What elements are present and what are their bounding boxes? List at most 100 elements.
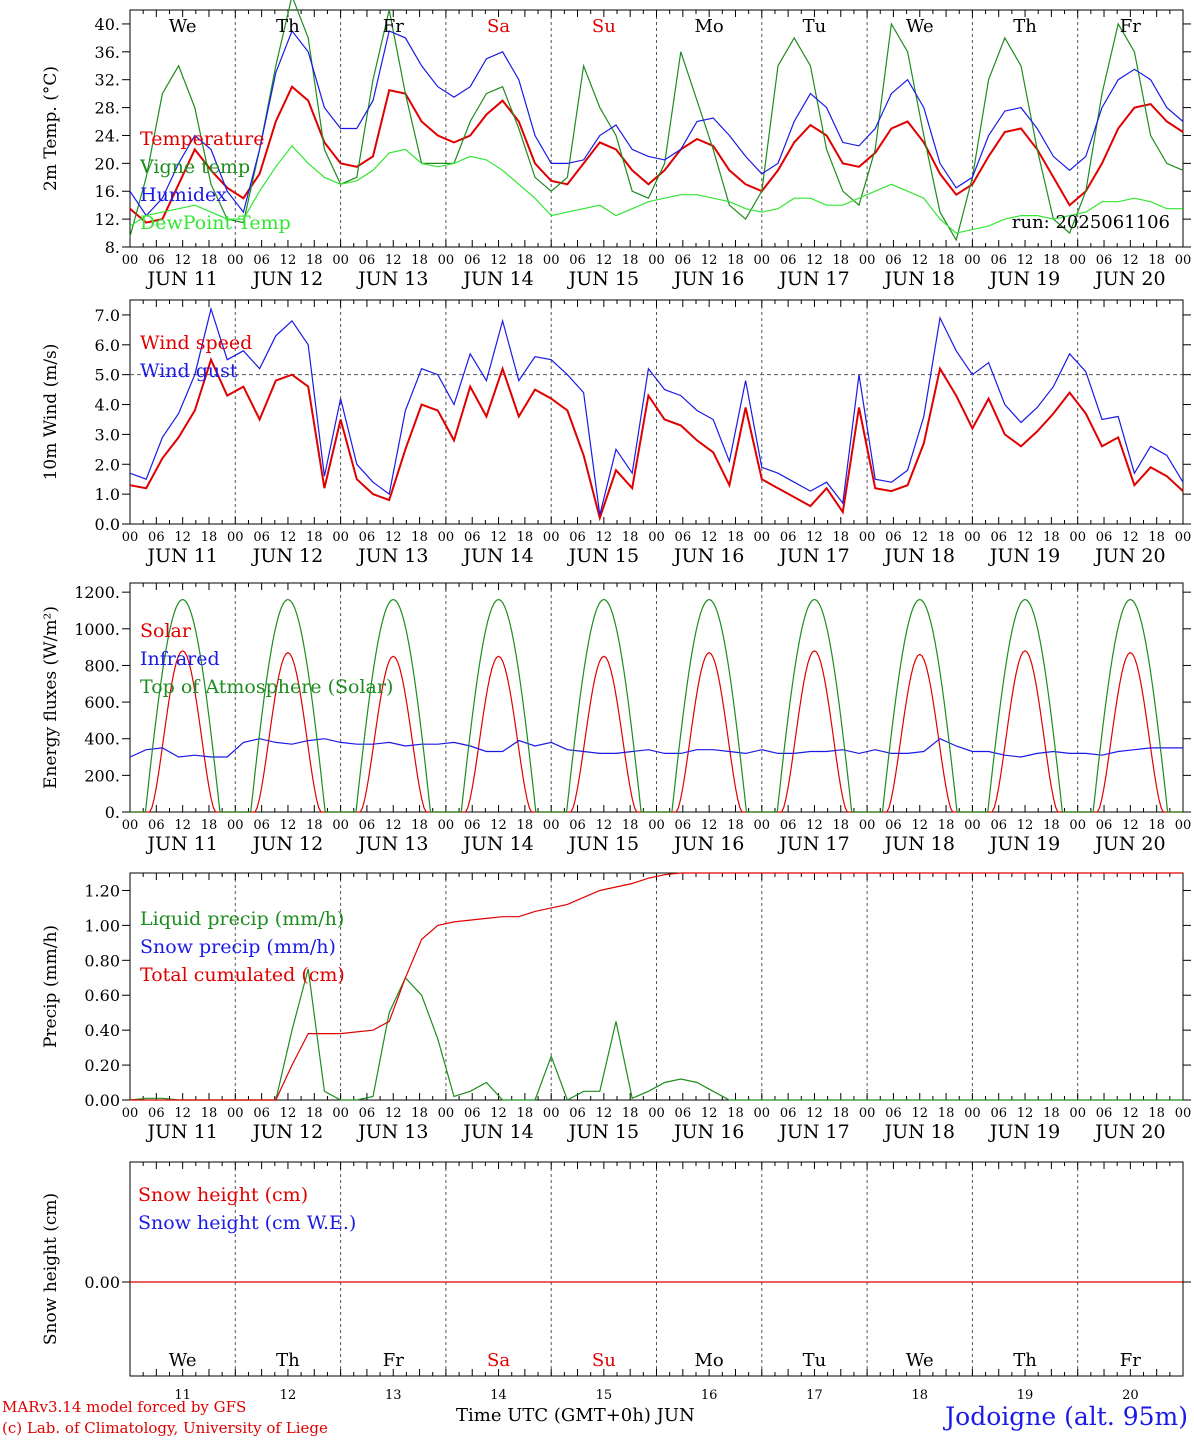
- day-name: Fr: [383, 1350, 404, 1371]
- series-line-total-cumulated-cm-: [130, 872, 1183, 1101]
- date-label: JUN 20: [1093, 833, 1165, 855]
- credit-model: MARv3.14 model forced by GFS: [2, 1398, 247, 1416]
- day-name: Sa: [487, 16, 510, 37]
- hour-label: 18: [1148, 253, 1165, 268]
- hour-label: 12: [174, 530, 191, 545]
- y-axis-label: Energy fluxes (W/m²): [41, 606, 61, 789]
- day-number: 16: [701, 1388, 718, 1403]
- hour-label: 06: [148, 1106, 165, 1121]
- hour-label: 18: [833, 1106, 850, 1121]
- day-name: Sa: [487, 1350, 510, 1371]
- hour-label: 18: [411, 818, 428, 833]
- hour-label: 18: [411, 253, 428, 268]
- hour-label: 06: [464, 1106, 481, 1121]
- hour-label: 06: [990, 530, 1007, 545]
- hour-label: 06: [780, 253, 797, 268]
- date-label: JUN 11: [145, 833, 217, 855]
- hour-label: 00: [1175, 253, 1192, 268]
- hour-label: 06: [148, 530, 165, 545]
- hour-label: 00: [438, 253, 455, 268]
- series-line-dewpoint-temp: [129, 144, 1183, 234]
- hour-label: 12: [174, 818, 191, 833]
- hour-label: 00: [332, 253, 349, 268]
- y-tick-label: 200.: [84, 766, 120, 785]
- hour-label: 12: [1017, 818, 1034, 833]
- hour-label: 00: [1175, 1106, 1192, 1121]
- series-line-vigne-temp: [129, 0, 1184, 242]
- hour-label: 18: [727, 1106, 744, 1121]
- y-tick-label: 12.: [95, 210, 120, 229]
- hour-label: 00: [964, 818, 981, 833]
- x-axis-month: JUN: [656, 1405, 695, 1426]
- credit-lab: (c) Lab. of Climatology, University of L…: [2, 1419, 328, 1437]
- hour-label: 06: [569, 530, 586, 545]
- hour-label: 00: [122, 818, 139, 833]
- y-tick-label: 8.: [105, 238, 120, 257]
- hour-label: 00: [754, 1106, 771, 1121]
- date-label: JUN 16: [672, 1121, 744, 1143]
- hour-label: 12: [1122, 1106, 1139, 1121]
- hour-label: 00: [648, 1106, 665, 1121]
- date-label: JUN 13: [356, 545, 428, 567]
- hour-label: 00: [438, 818, 455, 833]
- hour-label: 06: [675, 253, 692, 268]
- hour-label: 00: [648, 530, 665, 545]
- hour-label: 00: [543, 530, 560, 545]
- date-label: JUN 14: [461, 268, 533, 290]
- hour-label: 00: [964, 1106, 981, 1121]
- plot-frame: [129, 299, 1184, 525]
- hour-label: 00: [1069, 1106, 1086, 1121]
- hour-label: 18: [517, 530, 534, 545]
- date-label: JUN 12: [251, 545, 323, 567]
- hour-label: 12: [596, 530, 613, 545]
- hour-label: 12: [490, 253, 507, 268]
- panel-2: [122, 299, 1191, 525]
- hour-label: 06: [1096, 1106, 1113, 1121]
- hour-label: 12: [701, 253, 718, 268]
- hour-label: 06: [885, 253, 902, 268]
- hour-label: 12: [385, 818, 402, 833]
- date-label: JUN 19: [988, 268, 1060, 290]
- hour-label: 18: [201, 253, 218, 268]
- hour-label: 18: [938, 253, 955, 268]
- hour-label: 00: [332, 818, 349, 833]
- hour-label: 18: [1148, 1106, 1165, 1121]
- y-axis-label: 2m Temp. (°C): [41, 66, 61, 191]
- y-tick-label: 0.40: [84, 1021, 120, 1040]
- day-number: 11: [174, 1388, 191, 1403]
- hour-label: 18: [622, 530, 639, 545]
- hour-label: 18: [727, 530, 744, 545]
- hour-label: 06: [780, 530, 797, 545]
- x-axis-title-text: Time UTC (GMT+0h): [456, 1405, 651, 1426]
- hour-label: 06: [359, 1106, 376, 1121]
- y-tick-label: 0.00: [84, 1273, 120, 1292]
- y-tick-label: 16.: [95, 182, 120, 201]
- day-name: Mo: [695, 1350, 724, 1371]
- date-label: JUN 17: [777, 1121, 849, 1143]
- hour-label: 12: [806, 253, 823, 268]
- series-line-infrared: [129, 738, 1183, 758]
- hour-label: 06: [464, 818, 481, 833]
- date-label: JUN 18: [883, 1121, 955, 1143]
- date-label: JUN 11: [145, 545, 217, 567]
- hour-label: 06: [253, 530, 270, 545]
- hour-label: 18: [1043, 253, 1060, 268]
- hour-label: 06: [1096, 818, 1113, 833]
- y-tick-label: 0.0: [95, 515, 120, 534]
- day-number: 19: [1017, 1388, 1034, 1403]
- hour-label: 12: [806, 818, 823, 833]
- hour-label: 12: [280, 253, 297, 268]
- hour-label: 12: [701, 818, 718, 833]
- legend-entry: Snow height (cm): [138, 1184, 308, 1206]
- y-tick-label: 5.0: [95, 366, 120, 385]
- series-line-wind-gust: [129, 306, 1184, 516]
- date-label: JUN 15: [567, 545, 639, 567]
- hour-label: 12: [280, 530, 297, 545]
- hour-label: 18: [201, 1106, 218, 1121]
- hour-label: 18: [306, 253, 323, 268]
- hour-label: 12: [1017, 253, 1034, 268]
- hour-label: 18: [1148, 818, 1165, 833]
- hour-label: 12: [806, 1106, 823, 1121]
- hour-label: 00: [227, 530, 244, 545]
